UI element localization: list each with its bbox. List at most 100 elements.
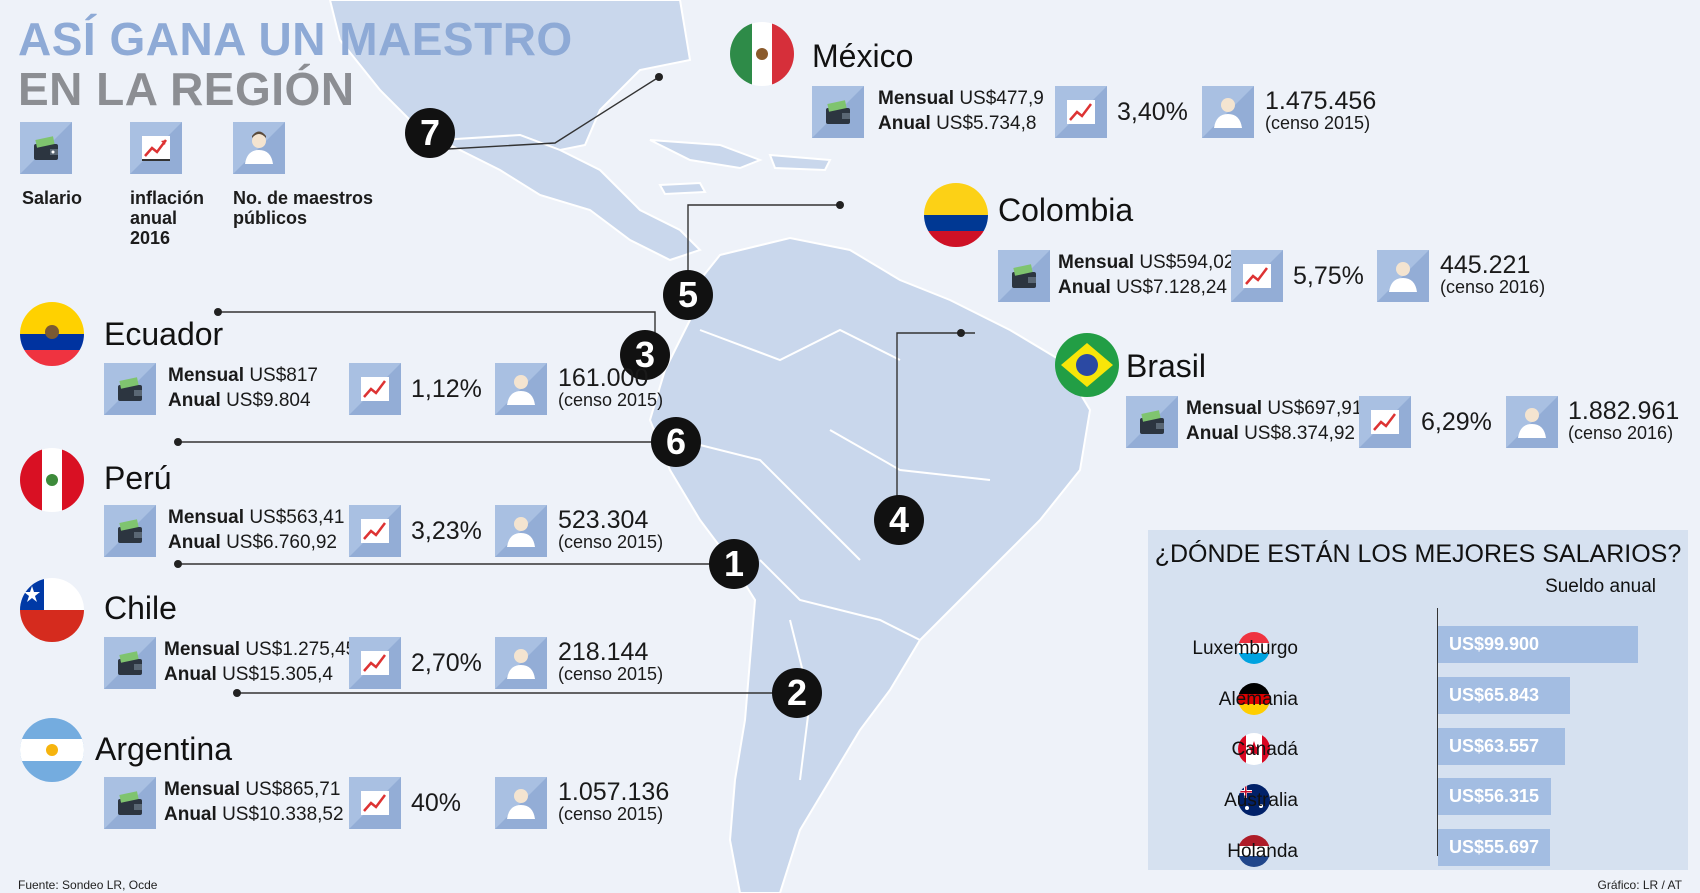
chart-up-icon <box>1231 250 1283 302</box>
bar-category-label: Luxemburgo <box>1192 638 1298 659</box>
inflation-value-colombia: 5,75% <box>1293 262 1364 290</box>
bar-0 <box>1438 626 1638 663</box>
mensual-value-colombia: US$594,02 <box>1139 252 1235 273</box>
mensual-label: Mensual <box>168 365 245 386</box>
salary-block-chile: Mensual US$1.275,45 Anual US$15.305,4 <box>164 637 356 687</box>
teachers-value-mexico: 1.475.456 <box>1265 87 1377 115</box>
wallet-icon <box>1126 396 1178 448</box>
chart-up-icon <box>130 122 182 174</box>
anual-value-mexico: US$5.734,8 <box>936 113 1037 134</box>
bar-axis-line <box>1437 608 1438 856</box>
mensual-value-brasil: US$697,91 <box>1267 398 1363 419</box>
mensual-label: Mensual <box>168 507 245 528</box>
salary-block-brasil: Mensual US$697,91 Anual US$8.374,92 <box>1186 396 1362 446</box>
anual-label: Anual <box>878 113 931 134</box>
wallet-icon <box>104 363 156 415</box>
anual-value-ecuador: US$9.804 <box>226 390 311 411</box>
country-name-peru: Perú <box>104 460 172 496</box>
teachers-block-chile: 218.144 (censo 2015) <box>558 640 663 685</box>
flag-argentina-icon <box>20 718 84 782</box>
inflation-value-argentina: 40% <box>411 789 462 817</box>
bar-category-label: Australia <box>1224 790 1298 811</box>
bar-4 <box>1438 829 1550 866</box>
flag-chile-icon <box>20 578 84 642</box>
teachers-block-peru: 523.304 (censo 2015) <box>558 508 664 553</box>
mensual-value-chile: US$1.275,45 <box>245 639 357 660</box>
anual-value-peru: US$6.760,92 <box>226 532 337 553</box>
anual-value-chile: US$15.305,4 <box>222 664 333 685</box>
flag-ecuador-icon <box>20 302 84 366</box>
bar-category-label: Alemania <box>1218 689 1298 710</box>
mensual-value-mexico: US$477,9 <box>959 88 1044 109</box>
legend-label-maestros: No. de maestros públicos <box>233 188 374 228</box>
teacher-icon <box>495 363 547 415</box>
flag-australia-icon <box>1238 784 1270 816</box>
best-salaries-title: ¿DÓNDE ESTÁN LOS MEJORES SALARIOS? <box>1154 540 1682 568</box>
teacher-icon <box>233 122 285 174</box>
mensual-label: Mensual <box>164 639 241 660</box>
bar-2 <box>1438 728 1565 765</box>
mensual-label: Mensual <box>1186 398 1263 419</box>
anual-label: Anual <box>168 390 221 411</box>
legend-label-inflacion: inflación anual 2016 <box>130 188 205 248</box>
teachers-value-argentina: 1.057.136 <box>558 778 670 806</box>
bar-3 <box>1438 778 1551 815</box>
bar-category-label: Canadá <box>1231 739 1298 760</box>
salary-block-ecuador: Mensual US$817 Anual US$9.804 <box>168 363 318 413</box>
country-name-argentina: Argentina <box>95 731 232 767</box>
census-ecuador: (censo 2015) <box>558 390 664 410</box>
salary-block-argentina: Mensual US$865,71 Anual US$10.338,52 <box>164 777 344 827</box>
teacher-icon <box>1506 396 1558 448</box>
teachers-block-argentina: 1.057.136 (censo 2015) <box>558 778 670 825</box>
anual-value-colombia: US$7.128,24 <box>1116 277 1227 298</box>
rank-marker-mexico: 7 <box>405 108 455 158</box>
rank-marker-argentina: 2 <box>772 668 822 718</box>
teacher-icon <box>1377 250 1429 302</box>
page-title-line2: EN LA REGIÓN <box>18 63 355 115</box>
flag-colombia-icon <box>924 183 988 247</box>
flag-peru-icon <box>20 448 84 512</box>
wallet-icon <box>20 122 72 174</box>
flag-canada-icon <box>1238 733 1270 765</box>
mensual-label: Mensual <box>164 779 241 800</box>
teacher-icon <box>495 777 547 829</box>
chart-up-icon <box>349 505 401 557</box>
wallet-icon <box>104 637 156 689</box>
anual-label: Anual <box>168 532 221 553</box>
mensual-label: Mensual <box>878 88 955 109</box>
page-title-line1: ASÍ GANA UN MAESTRO <box>18 13 573 65</box>
rank-marker-colombia: 5 <box>663 270 713 320</box>
census-colombia: (censo 2016) <box>1440 277 1546 297</box>
flag-holanda-icon <box>1238 835 1270 867</box>
teachers-value-brasil: 1.882.961 <box>1568 397 1680 425</box>
anual-label: Anual <box>164 664 217 685</box>
teacher-icon <box>495 637 547 689</box>
bar-value-label: US$99.900 <box>1449 634 1540 654</box>
anual-value-brasil: US$8.374,92 <box>1244 423 1355 444</box>
country-name-mexico: México <box>812 38 914 74</box>
chart-up-icon <box>349 777 401 829</box>
flag-luxemburgo-icon <box>1238 632 1270 664</box>
wallet-icon <box>104 777 156 829</box>
census-peru: (censo 2015) <box>558 532 664 552</box>
bar-value-label: US$65.843 <box>1449 685 1540 705</box>
flag-mexico-icon <box>730 22 794 86</box>
legend-label-salario: Salario <box>22 188 83 208</box>
chart-up-icon <box>1055 86 1107 138</box>
best-salaries-panel: ¿DÓNDE ESTÁN LOS MEJORES SALARIOS? Sueld… <box>1148 530 1688 870</box>
rank-marker-peru: 6 <box>651 417 701 467</box>
bar-value-label: US$63.557 <box>1449 736 1540 756</box>
bar-1 <box>1438 677 1570 714</box>
mensual-value-peru: US$563,41 <box>249 507 345 528</box>
mensual-value-ecuador: US$817 <box>249 365 318 386</box>
teachers-block-mexico: 1.475.456 (censo 2015) <box>1265 87 1377 134</box>
census-mexico: (censo 2015) <box>1265 113 1371 133</box>
flag-brasil-icon <box>1055 333 1119 397</box>
wallet-icon <box>104 505 156 557</box>
salary-block-peru: Mensual US$563,41 Anual US$6.760,92 <box>168 505 344 555</box>
best-salaries-subtitle: Sueldo anual <box>1545 576 1656 597</box>
teachers-block-colombia: 445.221 (censo 2016) <box>1440 253 1546 298</box>
mensual-value-argentina: US$865,71 <box>245 779 341 800</box>
bar-value-label: US$55.697 <box>1449 837 1540 857</box>
